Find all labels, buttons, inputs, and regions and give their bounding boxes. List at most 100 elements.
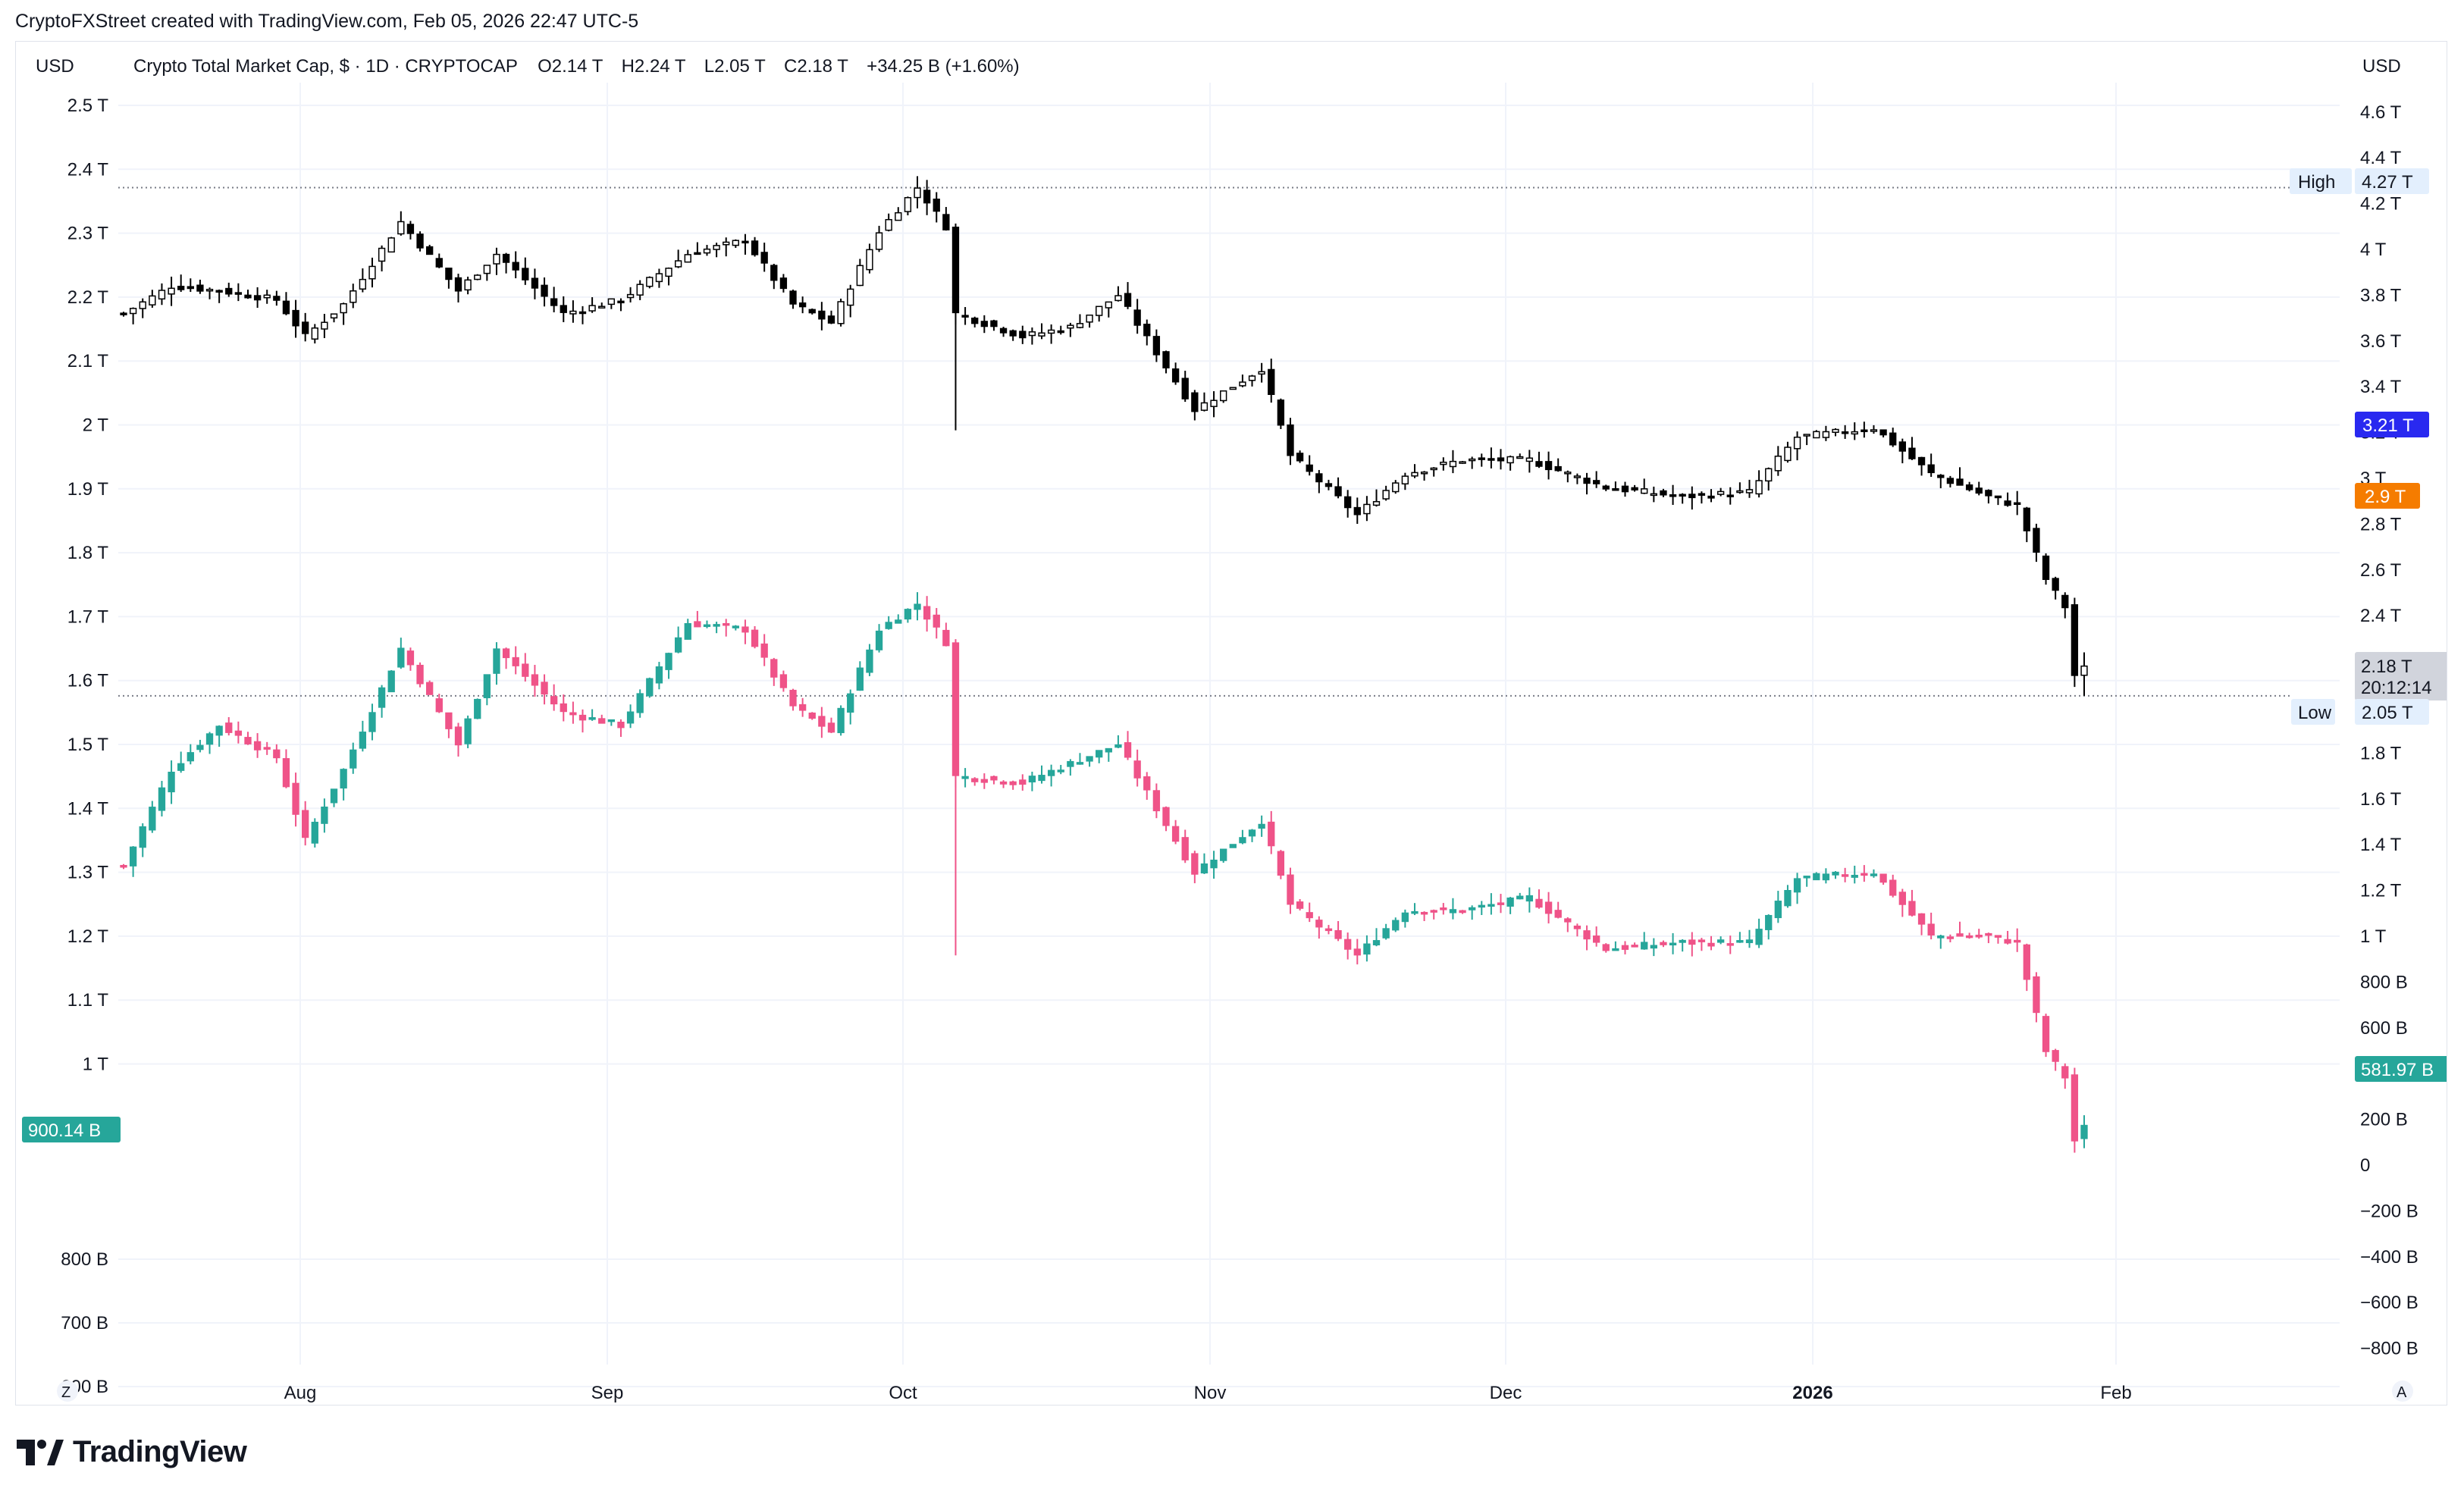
candle-body bbox=[1239, 837, 1246, 844]
right-tick-label: 1 T bbox=[2360, 926, 2387, 947]
countdown-label: 20:12:14 bbox=[2361, 678, 2431, 698]
right-tick-label: 4.6 T bbox=[2360, 102, 2402, 123]
candle-body bbox=[225, 287, 233, 295]
candle-body bbox=[1544, 461, 1553, 471]
candle-body bbox=[856, 265, 864, 287]
right-tick-label: 600 B bbox=[2360, 1018, 2408, 1039]
candle-body bbox=[1133, 309, 1141, 326]
candle-body bbox=[531, 674, 539, 686]
candle-body bbox=[1784, 447, 1792, 462]
candle-body bbox=[350, 749, 357, 769]
candle-body bbox=[158, 290, 166, 300]
candle-body bbox=[1296, 453, 1304, 462]
candle-body bbox=[751, 240, 759, 255]
left-tick-label: 1.8 T bbox=[67, 543, 109, 563]
candle-body bbox=[1975, 934, 1983, 938]
candle-body bbox=[1248, 829, 1256, 837]
candle-body bbox=[569, 310, 577, 315]
right-tick-label: 2.8 T bbox=[2360, 514, 2402, 534]
candle-body bbox=[626, 293, 635, 299]
time-axis[interactable]: Aug Sep Oct Nov Dec 2026 Feb bbox=[284, 1383, 2132, 1403]
candle-body bbox=[1716, 939, 1725, 943]
candle-body bbox=[933, 614, 940, 628]
candle-body bbox=[1143, 776, 1151, 791]
candle-body bbox=[1086, 756, 1093, 762]
candle-body bbox=[1382, 928, 1390, 939]
time-tick-label: Dec bbox=[1490, 1383, 1522, 1403]
price-label-green-left: 900.14 B bbox=[28, 1120, 101, 1141]
candle-body bbox=[1086, 314, 1093, 323]
right-currency-label[interactable]: USD bbox=[2362, 56, 2401, 77]
candle-body bbox=[1975, 487, 1983, 494]
left-price-axis[interactable]: 2.5 T 2.4 T 2.3 T 2.2 T 2.1 T 2 T 1.9 T 1.8 T 1.… bbox=[61, 96, 108, 1397]
candle-body bbox=[1229, 844, 1237, 848]
candle-body bbox=[2033, 528, 2040, 553]
candle-body bbox=[196, 284, 204, 292]
candle-body bbox=[129, 308, 137, 315]
candle-body bbox=[1716, 490, 1725, 495]
left-tick-label: 1.4 T bbox=[67, 798, 109, 819]
candle-body bbox=[139, 301, 146, 309]
tradingview-logo-icon bbox=[17, 1439, 64, 1465]
candle-body bbox=[760, 252, 768, 264]
corner-left-label[interactable]: Z bbox=[61, 1384, 71, 1401]
candle-body bbox=[1564, 472, 1572, 475]
candle-body bbox=[292, 782, 299, 815]
candle-body bbox=[378, 247, 386, 262]
candle-body bbox=[1889, 879, 1897, 896]
candle-body bbox=[1497, 457, 1505, 462]
time-tick-label: 2026 bbox=[1792, 1383, 1832, 1403]
candle-body bbox=[847, 288, 854, 306]
corner-right-icon[interactable] bbox=[2392, 1380, 2413, 1402]
chart-frame[interactable]: USD Crypto Total Market Cap, $ · 1D · CR… bbox=[15, 41, 2447, 1406]
candle-body bbox=[1401, 475, 1409, 484]
candle-body bbox=[1956, 478, 1964, 486]
candle-body bbox=[636, 693, 644, 713]
right-tick-label: −800 B bbox=[2360, 1339, 2419, 1359]
candle-body bbox=[1497, 902, 1505, 905]
candle-body bbox=[674, 637, 682, 653]
candle-body bbox=[875, 232, 883, 250]
candle-body bbox=[885, 622, 892, 629]
left-currency-label[interactable]: USD bbox=[36, 56, 74, 77]
candle-body bbox=[1506, 897, 1514, 907]
candle-body bbox=[2023, 944, 2030, 980]
candle-body bbox=[340, 769, 347, 789]
right-price-axis[interactable]: 4.6 T4.4 T4.2 T4 T3.8 T3.6 T3.4 T3.2 T3 … bbox=[2360, 102, 2419, 1359]
candle-body bbox=[1287, 424, 1294, 456]
candle-body bbox=[368, 712, 376, 732]
candle-body bbox=[2052, 578, 2059, 591]
candle-body bbox=[1621, 485, 1629, 493]
candle-body bbox=[665, 653, 672, 670]
candle-body bbox=[1200, 863, 1208, 874]
right-tick-label: 1.6 T bbox=[2360, 789, 2402, 810]
candle-body bbox=[1430, 467, 1437, 471]
candle-body bbox=[808, 309, 816, 314]
candle-body bbox=[999, 781, 1008, 785]
left-tick-label: 2.4 T bbox=[67, 159, 109, 180]
candle-body bbox=[187, 286, 194, 290]
candle-body bbox=[397, 221, 405, 235]
candle-body bbox=[1181, 378, 1189, 400]
candle-body bbox=[2004, 939, 2011, 944]
corner-right-label[interactable]: A bbox=[2397, 1384, 2407, 1401]
chart-svg[interactable]: USD Crypto Total Market Cap, $ · 1D · CR… bbox=[16, 42, 2447, 1405]
candle-body bbox=[636, 284, 644, 296]
candle-body bbox=[416, 664, 424, 685]
candle-body bbox=[1621, 945, 1629, 950]
candle-body bbox=[1200, 402, 1208, 411]
candle-body bbox=[1019, 331, 1027, 339]
candle-body bbox=[1602, 944, 1610, 951]
candle-body bbox=[474, 698, 481, 719]
candle-body bbox=[454, 277, 462, 292]
tradingview-logo[interactable]: TradingView bbox=[17, 1435, 247, 1469]
candle-body bbox=[684, 254, 691, 263]
candle-body bbox=[1124, 742, 1132, 758]
candle-body bbox=[1679, 494, 1686, 497]
candle-body bbox=[1774, 901, 1782, 919]
corner-left-icon[interactable] bbox=[57, 1380, 78, 1402]
candle-body bbox=[1832, 871, 1839, 876]
candle-body bbox=[1592, 480, 1600, 484]
candle-body bbox=[435, 258, 443, 268]
time-tick-label: Oct bbox=[889, 1383, 917, 1403]
